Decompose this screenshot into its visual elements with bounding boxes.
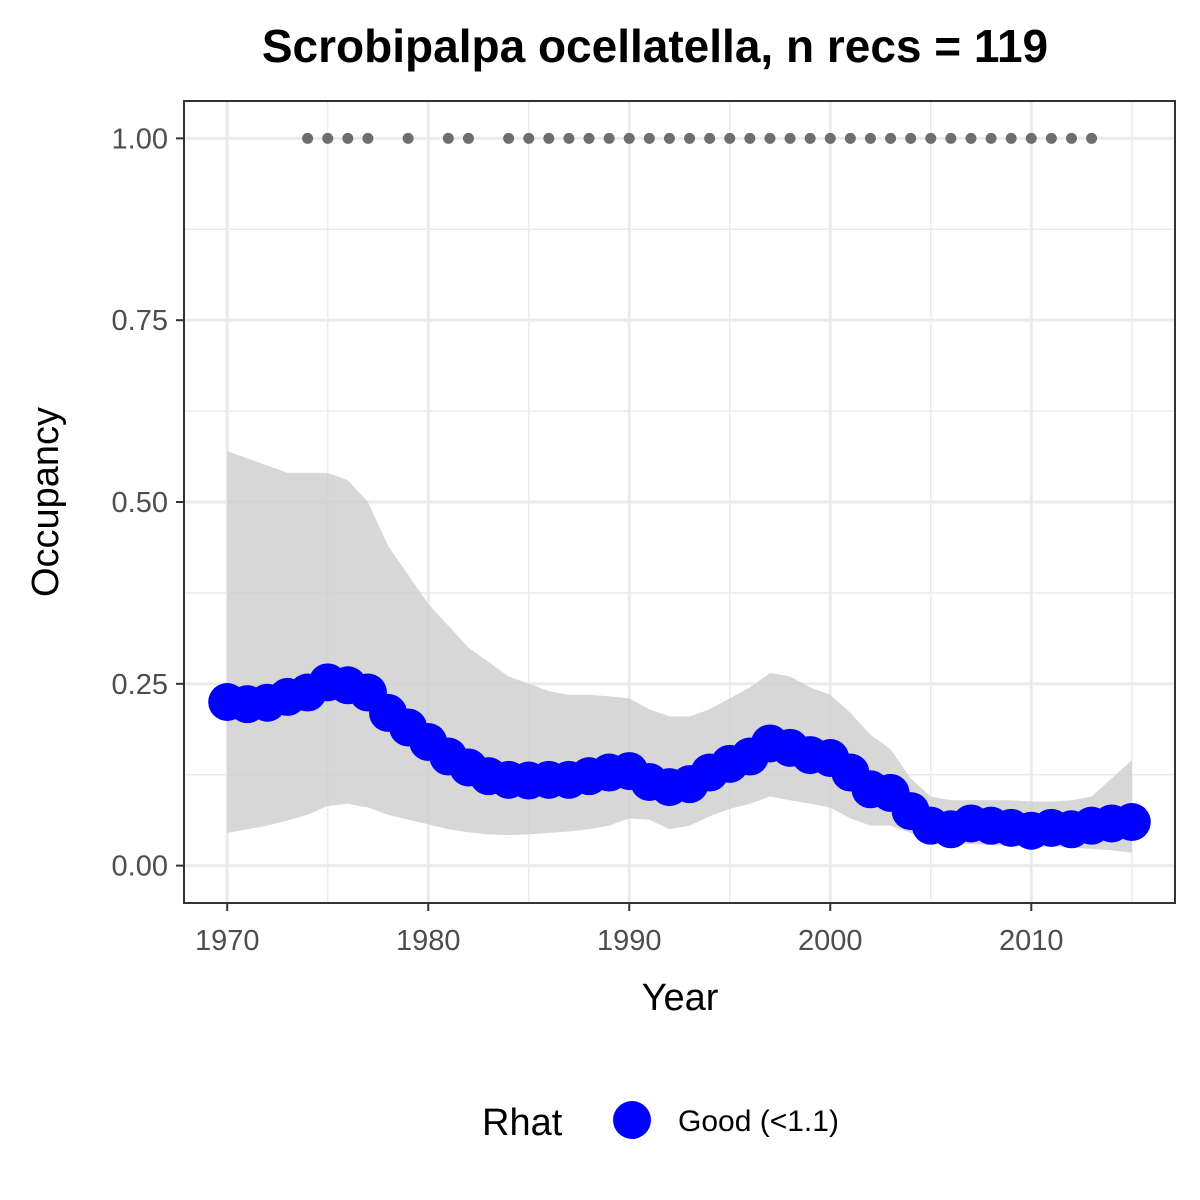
record-year-dot (824, 132, 836, 144)
record-year-dot (402, 132, 414, 144)
record-year-dot (1086, 132, 1098, 144)
legend-label-good: Good (<1.1) (678, 1105, 839, 1138)
y-axis: 0.00 0.25 0.50 0.75 1.00 (112, 123, 185, 883)
record-year-dot (503, 132, 515, 144)
y-tick-label: 1.00 (112, 123, 168, 155)
record-year-dot (945, 132, 957, 144)
occupancy-point (1112, 803, 1151, 841)
record-year-dot (523, 132, 535, 144)
x-tick-label: 1990 (597, 925, 662, 957)
record-year-dot (965, 132, 977, 144)
y-tick-label: 0.00 (112, 851, 168, 883)
legend-key-good (613, 1101, 651, 1139)
record-year-dot (1065, 132, 1077, 144)
y-axis-title: Occupancy (25, 407, 67, 597)
record-year-dot (744, 132, 756, 144)
chart-title: Scrobipalpa ocellatella, n recs = 119 (262, 20, 1048, 72)
record-year-dot (302, 132, 314, 144)
record-year-dot (844, 132, 856, 144)
record-year-dot (925, 132, 937, 144)
record-year-dot (342, 132, 354, 144)
record-year-dot (462, 132, 474, 144)
record-year-dot (362, 132, 374, 144)
record-year-dot (1005, 132, 1017, 144)
record-year-dot (1045, 132, 1057, 144)
legend: Rhat Good (<1.1) (482, 1101, 839, 1144)
record-year-dot (603, 132, 615, 144)
x-tick-label: 1970 (195, 925, 260, 957)
record-year-dot (663, 132, 675, 144)
record-year-dot (885, 132, 897, 144)
record-year-dot (905, 132, 917, 144)
record-year-dot (623, 132, 635, 144)
record-year-dot (563, 132, 575, 144)
record-year-dot (442, 132, 454, 144)
record-year-dot (322, 132, 334, 144)
occupancy-series (208, 663, 1151, 850)
x-tick-label: 2010 (999, 925, 1064, 957)
record-year-dot (643, 132, 655, 144)
record-year-dot (583, 132, 595, 144)
record-year-markers (302, 132, 1098, 144)
y-tick-label: 0.75 (112, 305, 168, 337)
x-axis-title: Year (642, 977, 719, 1019)
record-year-dot (704, 132, 716, 144)
record-year-dot (764, 132, 776, 144)
x-tick-label: 2000 (798, 925, 863, 957)
record-year-dot (724, 132, 736, 144)
record-year-dot (1025, 132, 1037, 144)
record-year-dot (684, 132, 696, 144)
record-year-dot (985, 132, 997, 144)
record-year-dot (784, 132, 796, 144)
x-axis: 1970 1980 1990 2000 2010 (195, 902, 1064, 957)
record-year-dot (543, 132, 555, 144)
legend-title: Rhat (482, 1102, 563, 1144)
y-tick-label: 0.25 (112, 669, 168, 701)
x-tick-label: 1980 (396, 925, 461, 957)
record-year-dot (864, 132, 876, 144)
record-year-dot (804, 132, 816, 144)
y-tick-label: 0.50 (112, 487, 168, 519)
